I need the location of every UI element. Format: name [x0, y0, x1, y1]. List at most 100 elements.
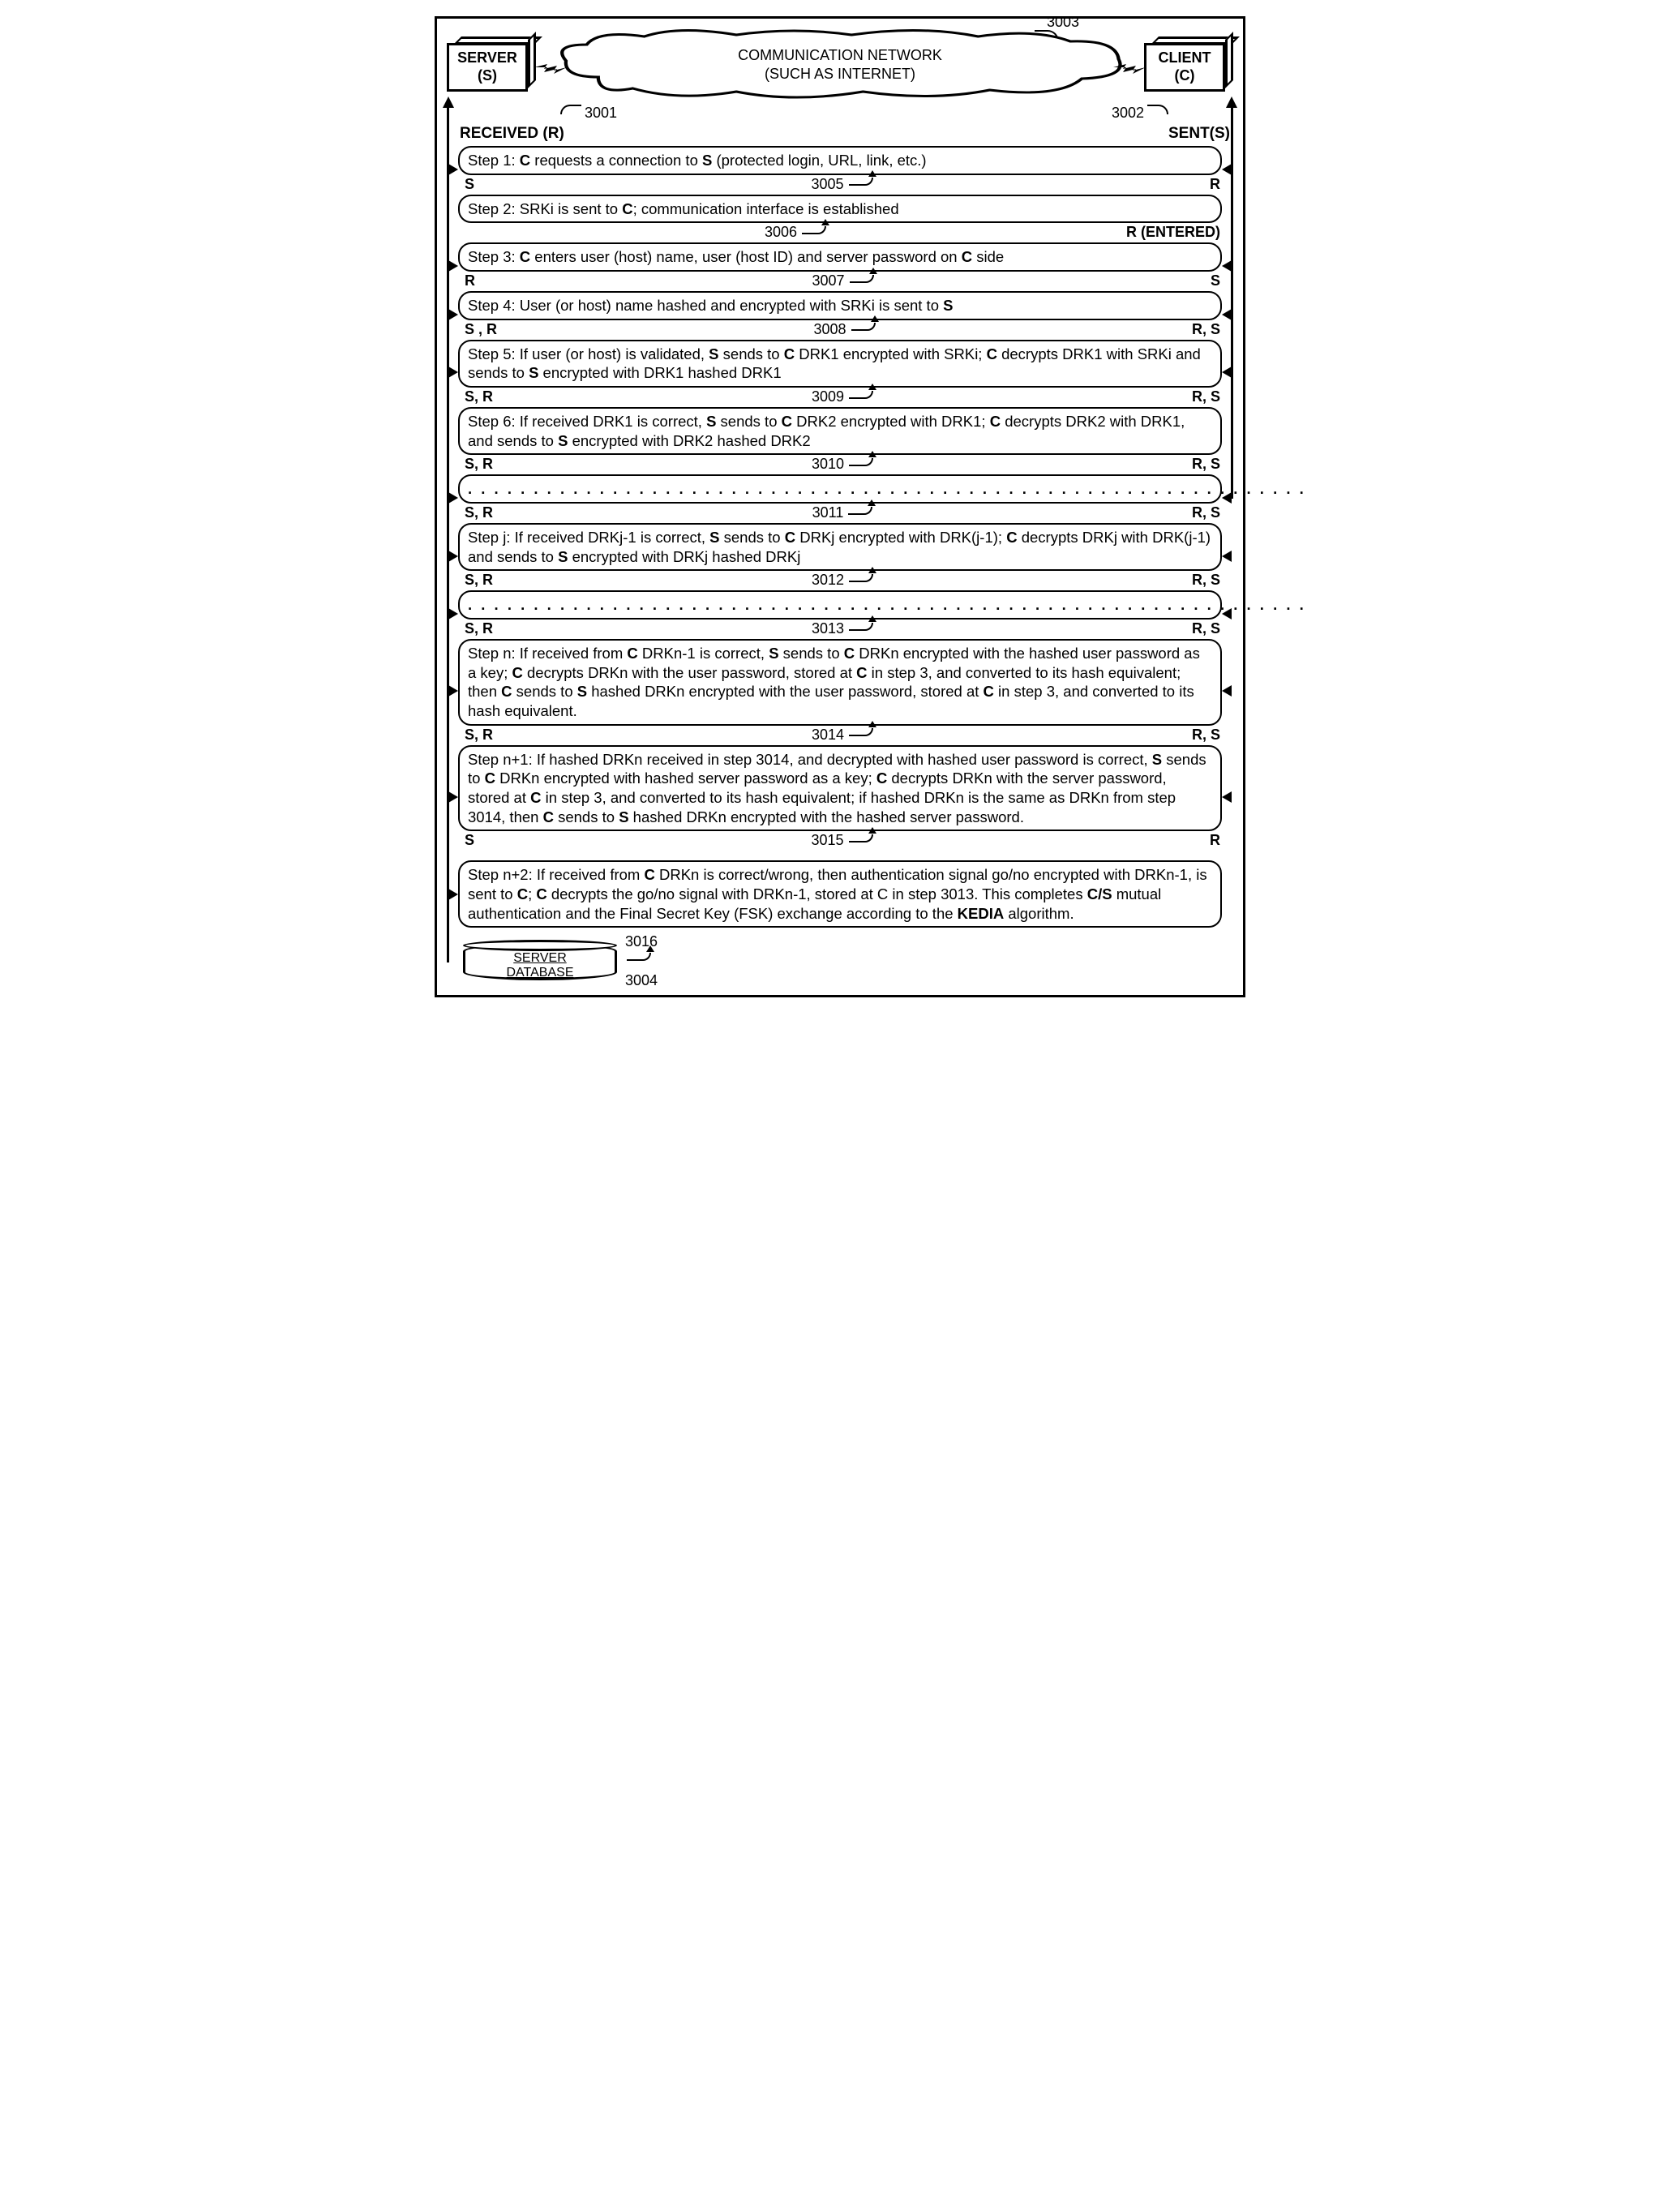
- right-tag: R, S: [1192, 620, 1220, 637]
- step-block-9: Step n: If received from C DRKn-1 is cor…: [447, 639, 1233, 744]
- ref-server: 3001: [560, 105, 617, 122]
- left-tag: S, R: [465, 620, 493, 637]
- step-tag-row: S, R 3009 R, S: [447, 388, 1233, 405]
- rs-header: RECEIVED (R) SENT(S): [447, 125, 1233, 144]
- arrow-right-icon: [1222, 260, 1233, 272]
- step-ref: 3015: [811, 832, 872, 849]
- cloud: 3003 COMMUNICATION NETWORK (SUCH AS INTE…: [552, 28, 1128, 101]
- arrow-right-icon: [1222, 685, 1233, 697]
- step-bubble: Step n+2: If received from C DRKn is cor…: [458, 860, 1222, 928]
- left-tag: S: [465, 176, 474, 193]
- arrow-right-icon: [1222, 309, 1233, 320]
- left-tag: S, R: [465, 727, 493, 744]
- step-tag-row: S, R 3013 R, S: [447, 620, 1233, 637]
- step-tag-row: S , R 3008 R, S: [447, 321, 1233, 338]
- received-header: RECEIVED (R): [460, 125, 564, 143]
- arrow-right-icon: [1222, 164, 1233, 175]
- step-ref: 3005: [811, 176, 872, 193]
- right-tag: R, S: [1192, 456, 1220, 473]
- cloud-line2: (SUCH AS INTERNET): [738, 65, 942, 84]
- left-tag: R: [465, 272, 475, 289]
- right-tag: R, S: [1192, 504, 1220, 521]
- right-tag: R (ENTERED): [1126, 224, 1220, 241]
- step-block-10: Step n+1: If hashed DRKn received in ste…: [447, 745, 1233, 850]
- right-tag: S: [1211, 272, 1220, 289]
- arrow-left-icon: [447, 492, 458, 504]
- arrow-right-icon: [1222, 551, 1233, 562]
- step-bubble: Step 5: If user (or host) is validated, …: [458, 340, 1222, 388]
- step-block-6: . . . . . . . . . . . . . . . . . . . . …: [447, 474, 1233, 521]
- step-tag-row: S 3015 R: [447, 832, 1233, 849]
- step-tag-row: R 3007 S: [447, 272, 1233, 289]
- left-tag: S, R: [465, 504, 493, 521]
- arrow-left-icon: [447, 685, 458, 697]
- step-block-4: Step 5: If user (or host) is validated, …: [447, 340, 1233, 405]
- step-block-5: Step 6: If received DRK1 is correct, S s…: [447, 407, 1233, 473]
- db-ref-group: 3016 3004: [625, 933, 658, 989]
- ref-client: 3002: [1112, 105, 1168, 122]
- step-tag-row: S, R 3011 R, S: [447, 504, 1233, 521]
- step-block-1: Step 2: SRKi is sent to C; communication…: [447, 195, 1233, 242]
- arrow-left-icon: [447, 260, 458, 272]
- right-tag: R, S: [1192, 727, 1220, 744]
- step-ref: 3014: [812, 727, 873, 744]
- step-block-11: Step n+2: If received from C DRKn is cor…: [447, 860, 1233, 928]
- arrow-left-icon: [447, 309, 458, 320]
- step-ref: 3009: [812, 388, 873, 405]
- arrow-left-icon: [447, 889, 458, 900]
- arrow-right-icon: [1222, 791, 1233, 803]
- step-bubble: Step 4: User (or host) name hashed and e…: [458, 291, 1222, 320]
- client-label: CLIENT (C): [1144, 43, 1225, 92]
- kedia-diagram: SERVER (S) 3003 COMMUNICATION NETWORK (S…: [435, 16, 1245, 997]
- step-ref: 3012: [812, 572, 873, 589]
- arrow-left-icon: [447, 367, 458, 378]
- step-bubble: . . . . . . . . . . . . . . . . . . . . …: [458, 590, 1222, 619]
- step-bubble: Step n: If received from C DRKn-1 is cor…: [458, 639, 1222, 726]
- right-tag: R, S: [1192, 388, 1220, 405]
- step-block-7: Step j: If received DRKj-1 is correct, S…: [447, 523, 1233, 589]
- header-row: SERVER (S) 3003 COMMUNICATION NETWORK (S…: [447, 28, 1233, 101]
- arrow-left-icon: [447, 791, 458, 803]
- step-tag-row: S 3005 R: [447, 176, 1233, 193]
- cloud-line1: COMMUNICATION NETWORK: [738, 46, 942, 65]
- bolt-right-icon: [1113, 59, 1146, 79]
- right-tag: R: [1210, 832, 1220, 849]
- arrow-left-icon: [447, 164, 458, 175]
- cloud-text: COMMUNICATION NETWORK (SUCH AS INTERNET): [738, 46, 942, 84]
- step-bubble: . . . . . . . . . . . . . . . . . . . . …: [458, 474, 1222, 504]
- step-ref: 3006: [765, 224, 826, 241]
- step-ref: 3008: [813, 321, 875, 338]
- step-bubble: Step j: If received DRKj-1 is correct, S…: [458, 523, 1222, 571]
- right-tag: R, S: [1192, 321, 1220, 338]
- arrow-left-icon: [447, 551, 458, 562]
- left-tag: S, R: [465, 388, 493, 405]
- client-box: CLIENT (C): [1144, 36, 1233, 93]
- left-tag: S, R: [465, 572, 493, 589]
- step-tag-row: S, R 3012 R, S: [447, 572, 1233, 589]
- server-box: SERVER (S): [447, 36, 536, 93]
- ref-labels: 3001 3002: [447, 105, 1233, 122]
- step-ref: 3010: [812, 456, 873, 473]
- steps-container: Step 1: C requests a connection to S (pr…: [447, 146, 1233, 928]
- step-bubble: Step 6: If received DRK1 is correct, S s…: [458, 407, 1222, 455]
- server-label: SERVER (S): [447, 43, 528, 92]
- step-tag-row: S, R 3014 R, S: [447, 727, 1233, 744]
- arrow-right-icon: [1222, 367, 1233, 378]
- step-bubble: Step 1: C requests a connection to S (pr…: [458, 146, 1222, 175]
- server-database: SERVER DATABASE 3016 3004: [463, 943, 625, 985]
- step-block-3: Step 4: User (or host) name hashed and e…: [447, 291, 1233, 338]
- left-tag: S: [465, 832, 474, 849]
- step-tag-row: S, R 3010 R, S: [447, 456, 1233, 473]
- bolt-left-icon: [534, 59, 567, 79]
- step-ref: 3007: [812, 272, 873, 289]
- step-bubble: Step n+1: If hashed DRKn received in ste…: [458, 745, 1222, 832]
- step-block-2: Step 3: C enters user (host) name, user …: [447, 242, 1233, 289]
- step-tag-row: 3006 R (ENTERED): [447, 224, 1233, 241]
- step-ref: 3013: [812, 620, 873, 637]
- left-tag: S, R: [465, 456, 493, 473]
- db-label: SERVER DATABASE: [463, 951, 617, 980]
- left-tag: S , R: [465, 321, 497, 338]
- step-ref: 3011: [812, 504, 873, 521]
- right-tag: R: [1210, 176, 1220, 193]
- right-tag: R, S: [1192, 572, 1220, 589]
